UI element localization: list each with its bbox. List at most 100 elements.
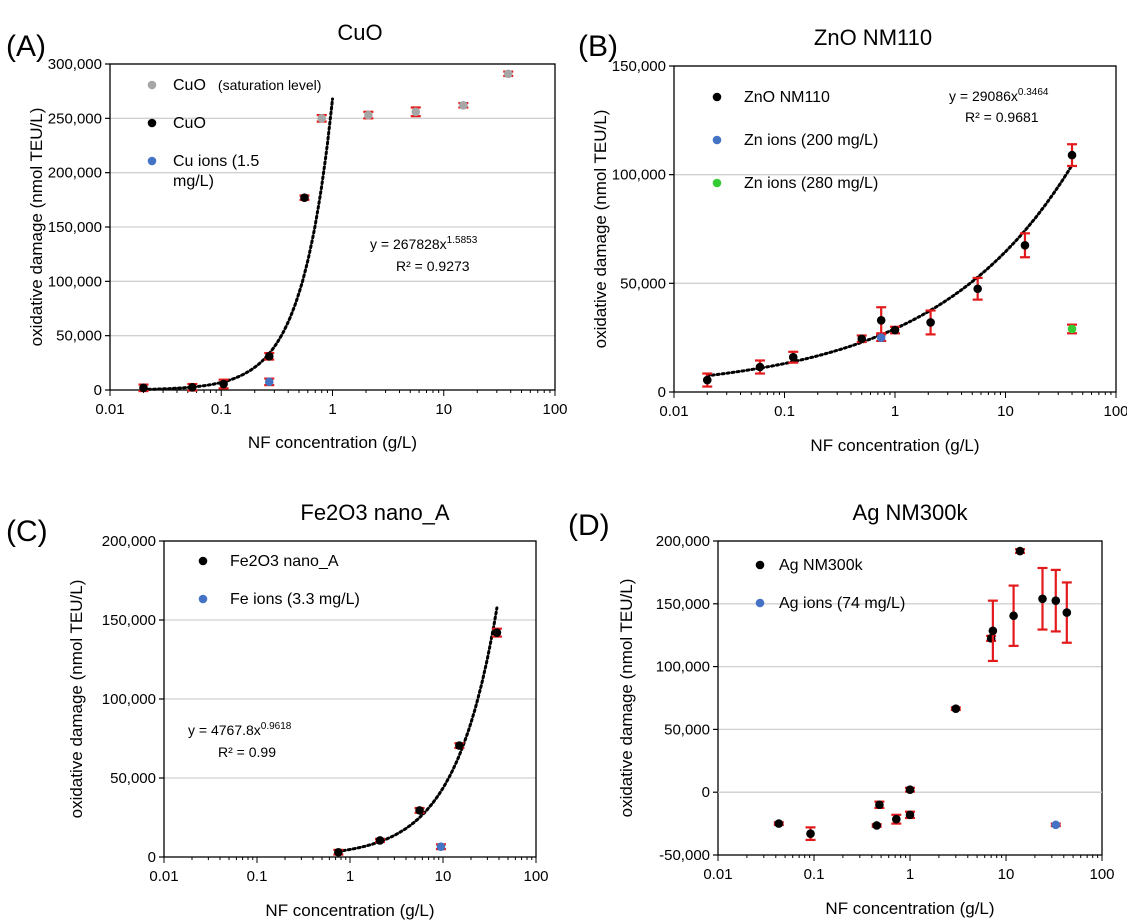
- x-tick-label: 0.01: [659, 403, 688, 420]
- y-tick-label: 250,000: [48, 110, 102, 127]
- y-tick-label: 100,000: [612, 167, 666, 184]
- y-tick-label: 200,000: [48, 165, 102, 182]
- data-point: [951, 704, 961, 713]
- data-point: [334, 847, 343, 857]
- data-point: [264, 377, 274, 387]
- data-point: [788, 352, 798, 362]
- chart-panel-d: (D) Ag NM300k -50,000 0 50,000 100,000 150,000…: [568, 500, 1115, 918]
- data-point: [1015, 546, 1025, 556]
- trendline: [142, 97, 334, 391]
- plot-frame: [717, 540, 1103, 856]
- trendline-exponent: 1.5853: [447, 235, 478, 246]
- x-axis-label: NF concentration (g/L): [825, 899, 994, 918]
- x-tick-label: 0.1: [774, 403, 795, 420]
- legend-entry: Fe2O3 nano_A: [230, 553, 339, 570]
- legend-entry: Ag NM300k: [779, 557, 864, 574]
- chart-title: Fe2O3 nano_A: [300, 500, 450, 525]
- data-point: [459, 100, 468, 110]
- trendline-r2: R² = 0.9681: [965, 109, 1039, 125]
- y-axis-label: oxidative damage (nmol TEU/L): [67, 580, 86, 819]
- y-tick-label: 200,000: [102, 533, 156, 550]
- y-tick-label: 150,000: [48, 219, 102, 236]
- x-axis-label: NF concentration (g/L): [810, 436, 979, 455]
- legend-entry: Cu ions (1.5: [173, 153, 259, 170]
- legend-marker: [147, 118, 157, 128]
- chart-panel-a: (A) CuO 0 50,000 100,000 150,000 200,000 250,00…: [6, 20, 568, 452]
- series-0: [702, 143, 1078, 388]
- x-tick-label: 10: [997, 403, 1014, 420]
- x-tick-label: 1: [328, 401, 336, 418]
- y-tick-label: 50,000: [56, 328, 102, 345]
- data-point: [875, 800, 884, 810]
- legend-entry: CuO (saturation level): [173, 77, 321, 94]
- x-tick-label: 100: [542, 401, 567, 418]
- legend-marker: [147, 156, 157, 166]
- data-point: [806, 829, 815, 838]
- legend-entry-line2: mg/L): [173, 173, 214, 190]
- data-point: [492, 628, 502, 637]
- data-point: [1038, 594, 1047, 604]
- panel-letter: (B): [578, 30, 618, 63]
- trendline-equation: y = 29086x0.3464: [949, 87, 1049, 104]
- data-point: [876, 315, 886, 325]
- y-tick-label: 50,000: [664, 721, 710, 738]
- legend-entry: Fe ions (3.3 mg/L): [230, 591, 360, 608]
- legend-marker: [755, 598, 765, 608]
- data-point: [411, 107, 421, 117]
- data-point: [1062, 608, 1072, 617]
- trendline-equation: y = 4767.8x0.9618: [188, 721, 292, 738]
- x-tick-label: 0.1: [804, 866, 825, 883]
- trendline: [705, 163, 1074, 378]
- x-tick-label: 10: [435, 868, 452, 885]
- legend-entry: Ag ions (74 mg/L): [779, 595, 905, 612]
- data-point: [317, 114, 327, 123]
- x-axis-label: NF concentration (g/L): [265, 901, 434, 920]
- data-point: [1051, 596, 1061, 605]
- y-tick-label: 100,000: [656, 659, 710, 676]
- legend-entry: Zn ions (200 mg/L): [744, 132, 878, 149]
- data-point: [415, 806, 424, 815]
- x-tick-label: 100: [1103, 403, 1127, 420]
- y-tick-label: 200,000: [656, 533, 710, 550]
- x-axis-label: NF concentration (g/L): [248, 433, 417, 452]
- data-point: [702, 375, 712, 385]
- y-tick-label: 100,000: [48, 273, 102, 290]
- y-tick-label: 0: [702, 784, 710, 801]
- legend-marker: [198, 594, 208, 604]
- y-tick-label: 300,000: [48, 56, 102, 73]
- x-tick-label: 0.01: [703, 866, 732, 883]
- y-tick-label: 0: [94, 382, 102, 399]
- data-point: [755, 362, 765, 372]
- series-2: [264, 377, 275, 387]
- trendline-r2: R² = 0.99: [218, 744, 276, 760]
- series-0: [316, 69, 514, 123]
- trendline-exponent: 0.9618: [261, 721, 292, 732]
- legend-marker: [712, 178, 722, 188]
- data-point: [774, 819, 784, 828]
- x-tick-label: 1: [906, 866, 914, 883]
- y-axis-label: oxidative damage (nmol TEU/L): [591, 110, 610, 349]
- chart-title: CuO: [337, 20, 382, 45]
- data-point: [139, 383, 148, 393]
- data-point: [375, 836, 385, 845]
- data-point: [1067, 150, 1077, 160]
- plot-frame: [673, 65, 1117, 393]
- y-tick-label: 100,000: [102, 691, 156, 708]
- chart-panel-c: (C) Fe2O3 nano_A 0 50,000 100,000 150,000 200,…: [6, 500, 549, 920]
- x-tick-label: 10: [998, 866, 1015, 883]
- trendline-exponent: 0.3464: [1018, 87, 1049, 98]
- y-tick-label: 0: [658, 384, 666, 401]
- series-1: [138, 193, 310, 393]
- data-point: [188, 382, 197, 392]
- x-tick-label: 0.1: [247, 868, 268, 885]
- data-point: [300, 193, 309, 202]
- legend-marker: [712, 92, 722, 102]
- series-0: [333, 627, 502, 857]
- data-point: [455, 741, 464, 750]
- y-tick-label: 0: [148, 849, 156, 866]
- y-axis-label: oxidative damage (nmol TEU/L): [27, 108, 46, 347]
- data-point: [890, 325, 900, 335]
- panel-letter: (D): [568, 509, 610, 542]
- data-point: [988, 626, 998, 636]
